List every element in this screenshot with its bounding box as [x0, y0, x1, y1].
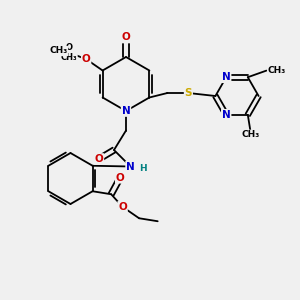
- Text: CH₃: CH₃: [268, 66, 286, 75]
- Text: S: S: [184, 88, 192, 98]
- Text: O
CH₃: O CH₃: [60, 43, 77, 62]
- Text: CH₃: CH₃: [49, 46, 67, 56]
- Text: H: H: [139, 164, 146, 172]
- Text: O: O: [116, 173, 124, 183]
- Text: O: O: [118, 202, 127, 212]
- Text: O: O: [82, 54, 91, 64]
- Text: N: N: [222, 72, 231, 82]
- Text: N: N: [122, 106, 130, 116]
- Text: CH₃: CH₃: [242, 130, 260, 140]
- Text: O: O: [122, 32, 130, 43]
- Text: N: N: [222, 110, 231, 120]
- Text: O: O: [94, 154, 103, 164]
- Text: N: N: [126, 161, 135, 172]
